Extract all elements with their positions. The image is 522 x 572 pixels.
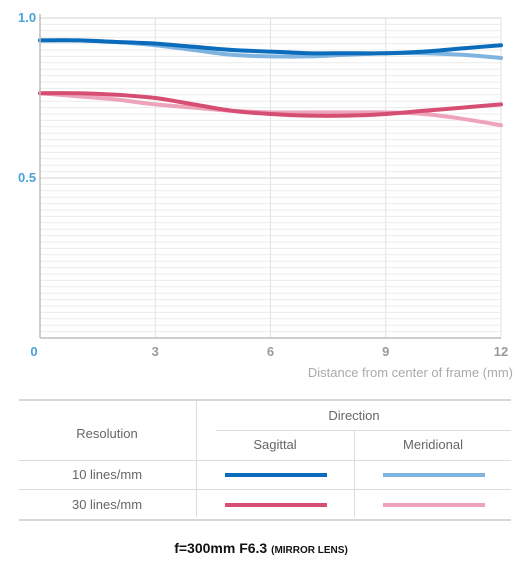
- legend-divider: [19, 489, 511, 490]
- mtf-chart: 0 3 6 9 12 1.0 0.5 Distance from center of fra…: [18, 10, 513, 380]
- legend-swatch-10-meridional: [383, 473, 485, 477]
- legend-divider: [196, 401, 197, 517]
- lens-caption: f=300mm F6.3 (MIRROR LENS): [0, 540, 522, 556]
- legend-resolution-header: Resolution: [76, 426, 138, 441]
- x-tick-label: 0: [30, 344, 37, 359]
- lens-caption-note: (MIRROR LENS): [271, 545, 348, 556]
- x-tick-label: 12: [494, 344, 508, 359]
- chart-axes: [39, 14, 501, 339]
- legend-divider: [19, 460, 511, 461]
- legend-meridional-header: Meridional: [403, 437, 463, 452]
- legend-table: Resolution Direction Sagittal Meridional…: [19, 399, 511, 521]
- lens-caption-main: f=300mm F6.3: [174, 540, 268, 556]
- legend-sagittal-header: Sagittal: [253, 437, 297, 452]
- y-tick-label: 0.5: [18, 170, 36, 185]
- legend-divider: [354, 430, 355, 517]
- legend-divider: [216, 430, 511, 431]
- x-tick-label: 9: [382, 344, 389, 359]
- chart-grid: [40, 17, 502, 338]
- series-line-0: [38, 38, 503, 56]
- chart-series: [38, 38, 503, 128]
- chart-tick-labels: 0 3 6 9 12 1.0 0.5: [18, 10, 508, 359]
- legend-swatch-30-meridional: [383, 503, 485, 507]
- legend-row-label: 10 lines/mm: [71, 467, 143, 482]
- series-line-2: [38, 91, 503, 118]
- x-tick-label: 6: [267, 344, 274, 359]
- x-tick-label: 3: [152, 344, 159, 359]
- legend-row-label: 30 lines/mm: [71, 497, 143, 512]
- legend-direction-header: Direction: [328, 408, 380, 423]
- x-axis-label: Distance from center of frame (mm): [308, 365, 513, 380]
- legend-swatch-30-sagittal: [225, 503, 327, 507]
- legend-swatch-10-sagittal: [225, 473, 327, 477]
- y-tick-label: 1.0: [18, 10, 36, 25]
